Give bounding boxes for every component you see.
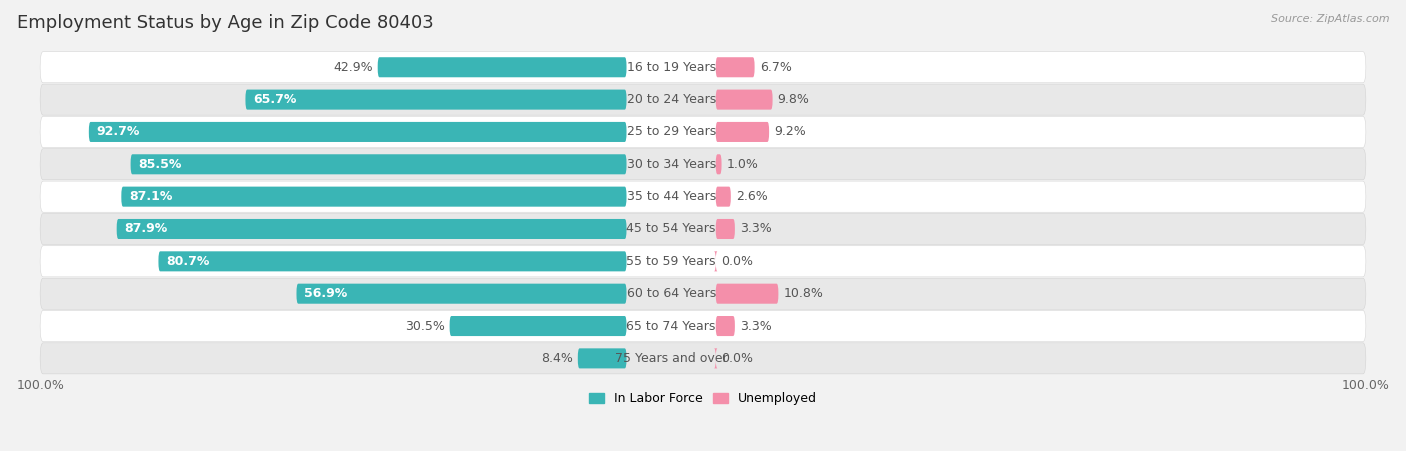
FancyBboxPatch shape — [714, 348, 717, 368]
FancyBboxPatch shape — [41, 278, 1365, 309]
Text: 87.1%: 87.1% — [129, 190, 173, 203]
FancyBboxPatch shape — [41, 84, 1365, 115]
FancyBboxPatch shape — [41, 213, 1365, 244]
FancyBboxPatch shape — [41, 343, 1365, 374]
FancyBboxPatch shape — [159, 251, 627, 272]
Text: 20 to 24 Years: 20 to 24 Years — [627, 93, 716, 106]
FancyBboxPatch shape — [41, 52, 1365, 83]
Text: 0.0%: 0.0% — [721, 352, 752, 365]
Text: 60 to 64 Years: 60 to 64 Years — [627, 287, 716, 300]
Text: 6.7%: 6.7% — [759, 61, 792, 74]
FancyBboxPatch shape — [41, 246, 1365, 277]
FancyBboxPatch shape — [41, 116, 1365, 147]
Text: 65.7%: 65.7% — [253, 93, 297, 106]
Text: 16 to 19 Years: 16 to 19 Years — [627, 61, 716, 74]
Text: 75 Years and over: 75 Years and over — [614, 352, 727, 365]
Text: 9.8%: 9.8% — [778, 93, 810, 106]
FancyBboxPatch shape — [41, 181, 1365, 212]
FancyBboxPatch shape — [716, 219, 735, 239]
FancyBboxPatch shape — [714, 251, 717, 272]
Text: 35 to 44 Years: 35 to 44 Years — [627, 190, 716, 203]
FancyBboxPatch shape — [716, 187, 731, 207]
Text: 45 to 54 Years: 45 to 54 Years — [627, 222, 716, 235]
FancyBboxPatch shape — [89, 122, 627, 142]
FancyBboxPatch shape — [716, 57, 755, 77]
FancyBboxPatch shape — [297, 284, 627, 304]
FancyBboxPatch shape — [716, 316, 735, 336]
FancyBboxPatch shape — [578, 348, 627, 368]
Text: 2.6%: 2.6% — [735, 190, 768, 203]
FancyBboxPatch shape — [450, 316, 627, 336]
FancyBboxPatch shape — [41, 310, 1365, 341]
Text: 80.7%: 80.7% — [166, 255, 209, 268]
Text: 85.5%: 85.5% — [138, 158, 181, 171]
FancyBboxPatch shape — [716, 284, 779, 304]
FancyBboxPatch shape — [41, 149, 1365, 180]
FancyBboxPatch shape — [131, 154, 627, 175]
Text: Employment Status by Age in Zip Code 80403: Employment Status by Age in Zip Code 804… — [17, 14, 433, 32]
FancyBboxPatch shape — [716, 122, 769, 142]
FancyBboxPatch shape — [716, 90, 772, 110]
Text: 87.9%: 87.9% — [124, 222, 167, 235]
Legend: In Labor Force, Unemployed: In Labor Force, Unemployed — [583, 387, 823, 410]
Text: 56.9%: 56.9% — [304, 287, 347, 300]
Text: 3.3%: 3.3% — [740, 222, 772, 235]
Text: 30 to 34 Years: 30 to 34 Years — [627, 158, 716, 171]
Text: 65 to 74 Years: 65 to 74 Years — [627, 320, 716, 332]
FancyBboxPatch shape — [716, 154, 721, 175]
Text: 0.0%: 0.0% — [721, 255, 752, 268]
Text: 55 to 59 Years: 55 to 59 Years — [627, 255, 716, 268]
FancyBboxPatch shape — [121, 187, 627, 207]
Text: 3.3%: 3.3% — [740, 320, 772, 332]
Text: 42.9%: 42.9% — [333, 61, 373, 74]
Text: 9.2%: 9.2% — [775, 125, 806, 138]
Text: 8.4%: 8.4% — [541, 352, 572, 365]
Text: 30.5%: 30.5% — [405, 320, 444, 332]
Text: 92.7%: 92.7% — [97, 125, 139, 138]
Text: 25 to 29 Years: 25 to 29 Years — [627, 125, 716, 138]
FancyBboxPatch shape — [117, 219, 627, 239]
FancyBboxPatch shape — [246, 90, 627, 110]
Text: 1.0%: 1.0% — [727, 158, 758, 171]
FancyBboxPatch shape — [378, 57, 627, 77]
Text: Source: ZipAtlas.com: Source: ZipAtlas.com — [1271, 14, 1389, 23]
Text: 10.8%: 10.8% — [783, 287, 824, 300]
